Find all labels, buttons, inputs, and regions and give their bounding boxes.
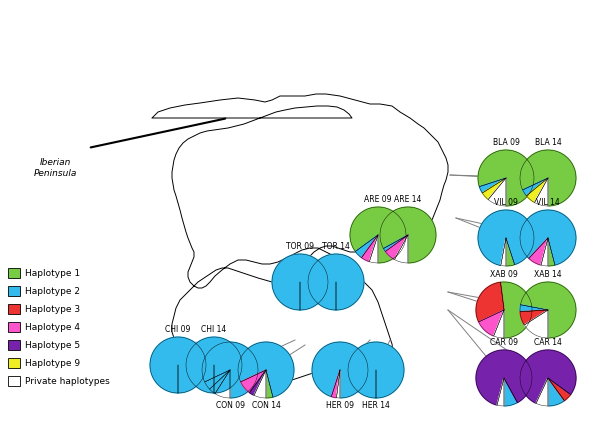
Polygon shape: [520, 282, 576, 338]
Polygon shape: [494, 310, 504, 338]
Polygon shape: [202, 342, 258, 398]
Polygon shape: [529, 238, 548, 265]
Polygon shape: [385, 235, 408, 260]
Text: CON 09: CON 09: [215, 401, 245, 410]
Polygon shape: [205, 370, 230, 389]
FancyBboxPatch shape: [8, 286, 20, 296]
Polygon shape: [488, 178, 506, 206]
Polygon shape: [355, 235, 378, 257]
Polygon shape: [520, 350, 576, 403]
Text: Haplotype 2: Haplotype 2: [25, 286, 80, 295]
Polygon shape: [215, 370, 230, 398]
Text: BLA 09: BLA 09: [493, 138, 520, 147]
Text: Haplotype 1: Haplotype 1: [25, 269, 80, 277]
Polygon shape: [520, 210, 576, 265]
Polygon shape: [497, 378, 504, 406]
Polygon shape: [520, 305, 548, 312]
Text: XAB 09: XAB 09: [490, 270, 518, 279]
Text: CAR 09: CAR 09: [490, 338, 518, 347]
Polygon shape: [479, 310, 504, 336]
Text: BLA 14: BLA 14: [535, 138, 562, 147]
Text: Private haplotypes: Private haplotypes: [25, 377, 110, 385]
Text: CHI 14: CHI 14: [202, 325, 227, 334]
Text: ARE 09: ARE 09: [364, 195, 392, 204]
Text: Iberian
Peninsula: Iberian Peninsula: [34, 158, 77, 178]
Polygon shape: [250, 370, 266, 395]
Polygon shape: [370, 235, 378, 263]
Polygon shape: [501, 238, 506, 266]
Polygon shape: [241, 370, 266, 393]
Polygon shape: [254, 370, 266, 398]
Text: CHI 09: CHI 09: [166, 325, 191, 334]
Polygon shape: [331, 370, 340, 398]
Polygon shape: [348, 342, 404, 398]
Text: ARE 14: ARE 14: [394, 195, 422, 204]
Polygon shape: [380, 207, 436, 263]
Polygon shape: [482, 178, 506, 200]
FancyBboxPatch shape: [8, 376, 20, 386]
Polygon shape: [479, 178, 506, 193]
Polygon shape: [238, 342, 294, 397]
Polygon shape: [548, 378, 571, 400]
Text: CAR 14: CAR 14: [534, 338, 562, 347]
Polygon shape: [383, 235, 408, 251]
Polygon shape: [500, 282, 532, 338]
Text: Haplotype 3: Haplotype 3: [25, 305, 80, 314]
Polygon shape: [548, 378, 565, 406]
Polygon shape: [541, 238, 548, 266]
Polygon shape: [186, 337, 242, 393]
Polygon shape: [266, 370, 273, 398]
Polygon shape: [478, 210, 534, 266]
Polygon shape: [395, 235, 408, 263]
Polygon shape: [312, 342, 368, 398]
Polygon shape: [272, 254, 328, 310]
Polygon shape: [152, 94, 448, 380]
Text: XAB 14: XAB 14: [534, 270, 562, 279]
FancyBboxPatch shape: [8, 358, 20, 368]
FancyBboxPatch shape: [8, 304, 20, 314]
Text: VIL 09: VIL 09: [494, 198, 518, 207]
Polygon shape: [523, 178, 548, 196]
Polygon shape: [520, 150, 576, 206]
Polygon shape: [526, 178, 548, 203]
Polygon shape: [504, 378, 517, 406]
FancyBboxPatch shape: [8, 322, 20, 332]
Text: HER 09: HER 09: [326, 401, 354, 410]
Polygon shape: [209, 370, 230, 394]
Polygon shape: [535, 178, 548, 206]
Polygon shape: [362, 235, 378, 262]
Text: Haplotype 4: Haplotype 4: [25, 323, 80, 331]
Polygon shape: [350, 207, 406, 263]
Polygon shape: [524, 310, 548, 338]
Polygon shape: [476, 282, 504, 322]
Polygon shape: [520, 310, 548, 325]
Polygon shape: [308, 254, 364, 310]
Text: VIL 14: VIL 14: [536, 198, 560, 207]
FancyBboxPatch shape: [8, 340, 20, 350]
Text: TOR 14: TOR 14: [322, 242, 350, 251]
Polygon shape: [476, 350, 532, 405]
Polygon shape: [506, 238, 515, 266]
Text: HER 14: HER 14: [362, 401, 390, 410]
FancyBboxPatch shape: [8, 268, 20, 278]
Polygon shape: [478, 150, 534, 206]
Polygon shape: [548, 238, 555, 266]
Polygon shape: [536, 378, 548, 406]
Text: TOR 09: TOR 09: [286, 242, 314, 251]
Polygon shape: [337, 370, 340, 398]
Polygon shape: [150, 337, 206, 393]
Text: Haplotype 9: Haplotype 9: [25, 359, 80, 368]
Text: Haplotype 5: Haplotype 5: [25, 340, 80, 349]
Text: CON 14: CON 14: [251, 401, 280, 410]
